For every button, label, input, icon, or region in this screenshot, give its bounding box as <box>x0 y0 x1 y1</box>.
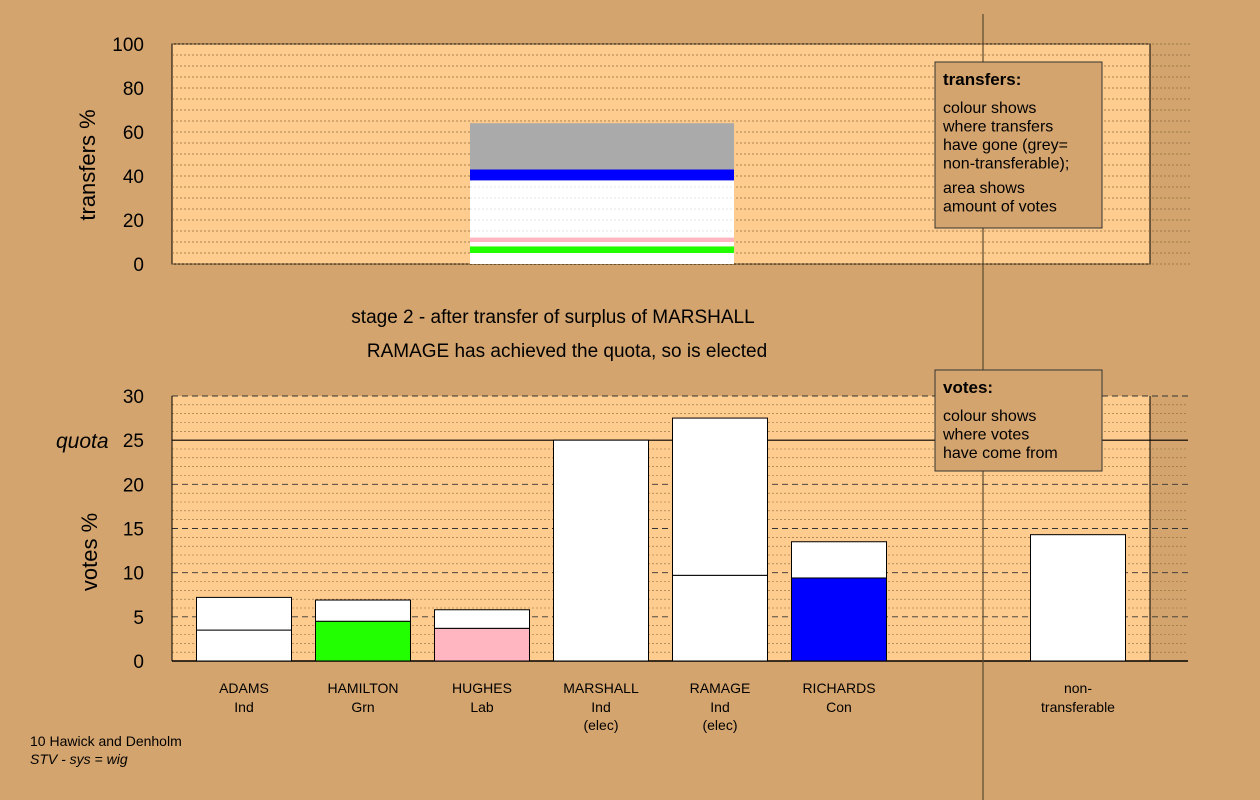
transfers-y-tick-label: 20 <box>123 211 144 232</box>
footer-ward: 10 Hawick and Denholm <box>30 733 182 749</box>
votes-legend-text: where votes <box>942 427 1029 444</box>
bar-first-preference <box>1030 534 1126 662</box>
votes-x-labels: ADAMS Ind HAMILTON Grn HUGHES Lab MARSHALL Ind (… <box>219 680 1115 733</box>
transfers-legend-title: transfers: <box>943 70 1021 89</box>
transfers-legend: transfers: colour shows where transfershav… <box>934 61 1103 229</box>
bar-transfer-segment <box>672 417 768 576</box>
candidate-party-label: Con <box>826 699 852 715</box>
candidate-party-label: Ind <box>234 699 253 715</box>
candidate-party-label: Grn <box>351 699 374 715</box>
bar-transfer-segment <box>315 599 411 622</box>
votes-y-tick-label: 20 <box>123 475 144 496</box>
transfers-legend-box <box>934 61 1103 229</box>
transfer-segment <box>470 246 734 253</box>
bar-first-preference <box>553 439 649 662</box>
transfers-legend-text: amount of votes <box>943 199 1057 216</box>
transfers-y-tick-label: 0 <box>133 255 144 276</box>
votes-legend-text: have come from <box>943 445 1058 462</box>
candidate-party-label: transferable <box>1041 699 1115 715</box>
votes-legend-title: votes: <box>943 378 993 397</box>
candidate-status-label: (elec) <box>702 717 737 733</box>
candidate-name-label: RAMAGE <box>690 680 751 696</box>
transfers-y-axis-label: transfers % <box>75 109 100 220</box>
candidate-name-label: non- <box>1064 680 1092 696</box>
bar-transfer-segment <box>196 596 292 631</box>
transfer-segment <box>470 123 734 170</box>
votes-y-axis-label: votes % <box>77 513 102 591</box>
candidate-name-label: HAMILTON <box>327 680 398 696</box>
transfers-legend-text: have gone (grey= <box>943 137 1068 154</box>
candidate-name-label: MARSHALL <box>563 680 639 696</box>
stage-subtitle: RAMAGE has achieved the quota, so is ele… <box>367 341 767 362</box>
bar-first-preference <box>434 627 530 662</box>
bar-first-preference <box>315 620 411 662</box>
votes-y-ticks: 0 5 10 15 20 25 30 <box>123 387 144 673</box>
candidate-status-label: (elec) <box>583 717 618 733</box>
votes-legend-box <box>934 369 1103 472</box>
footer-system: STV - sys = wig <box>30 751 128 767</box>
transfer-segment <box>470 169 734 181</box>
transfers-legend-text: area shows <box>943 180 1025 197</box>
bar-first-preference <box>791 577 887 662</box>
transfer-segment <box>470 253 734 264</box>
transfers-y-tick-label: 60 <box>123 123 144 144</box>
candidate-party-label: Ind <box>591 699 610 715</box>
votes-y-tick-label: 30 <box>123 387 144 408</box>
transfers-y-tick-label: 80 <box>123 79 144 100</box>
votes-bars <box>196 417 1126 662</box>
candidate-party-label: Ind <box>710 699 729 715</box>
votes-legend-text: colour shows <box>943 408 1036 425</box>
candidate-name-label: ADAMS <box>219 680 269 696</box>
votes-y-tick-label: 0 <box>133 652 144 673</box>
bar-transfer-segment <box>434 609 530 629</box>
votes-y-tick-label: 5 <box>133 608 144 629</box>
stage-title: stage 2 - after transfer of surplus of M… <box>351 307 754 328</box>
votes-y-tick-label: 25 <box>123 431 144 452</box>
candidate-name-label: HUGHES <box>452 680 512 696</box>
quota-label: quota <box>56 430 109 453</box>
transfers-legend-text: colour shows <box>943 100 1036 117</box>
transfers-legend-text: non-transferable); <box>943 156 1069 173</box>
votes-y-tick-label: 10 <box>123 564 144 585</box>
transfers-legend-text: where transfers <box>942 119 1053 136</box>
bar-first-preference <box>196 629 292 662</box>
transfers-y-tick-label: 40 <box>123 167 144 188</box>
transfer-segment <box>470 242 734 247</box>
candidate-name-label: RICHARDS <box>802 680 875 696</box>
transfers-bar <box>470 123 734 264</box>
bar-first-preference <box>672 574 768 662</box>
candidate-party-label: Lab <box>470 699 494 715</box>
transfers-y-ticks: 0 20 40 60 80 100 <box>112 35 144 276</box>
votes-y-tick-label: 15 <box>123 520 144 541</box>
transfers-y-tick-label: 100 <box>112 35 144 56</box>
bar-transfer-segment <box>791 541 887 579</box>
transfer-segment <box>470 237 734 242</box>
